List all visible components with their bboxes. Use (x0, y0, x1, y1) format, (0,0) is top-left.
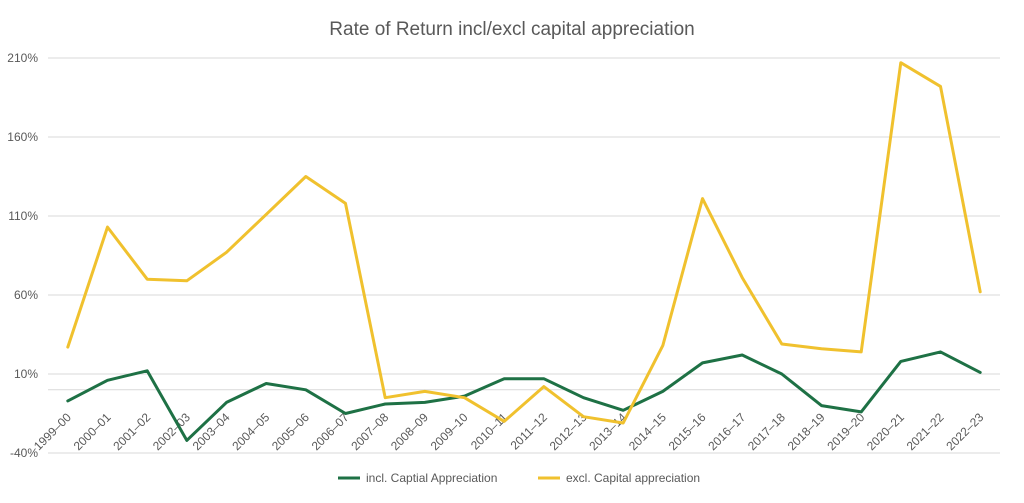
y-tick-label: 60% (14, 288, 38, 302)
x-tick-label: 2019–20 (824, 410, 867, 453)
x-tick-label: 2014–15 (626, 410, 669, 453)
x-tick-label: 2006–07 (309, 410, 352, 453)
series-line-1 (66, 61, 982, 425)
legend-label: excl. Capital appreciation (566, 471, 700, 485)
series-line-0 (66, 350, 982, 442)
x-tick-label: 2007–08 (348, 410, 391, 453)
y-tick-label: 210% (7, 51, 38, 65)
x-tick-label: 2010–11 (468, 410, 511, 453)
x-tick-label: 2021–22 (904, 410, 947, 453)
legend-label: incl. Captial Appreciation (366, 471, 497, 485)
series-lines (66, 61, 982, 442)
x-tick-label: 2015–16 (666, 410, 709, 453)
x-tick-label: 2018–19 (785, 410, 828, 453)
x-tick-label: 2017–18 (745, 410, 788, 453)
y-tick-label: 110% (8, 209, 38, 223)
y-tick-label: 160% (7, 130, 38, 144)
gridlines (48, 57, 1000, 454)
x-tick-label: 2000–01 (71, 410, 114, 453)
chart-title: Rate of Return incl/excl capital appreci… (329, 19, 694, 40)
x-tick-label: 2004–05 (229, 410, 272, 453)
x-tick-label: 2009–10 (428, 410, 471, 453)
x-tick-label: 2001–02 (110, 410, 153, 453)
y-tick-label: -40% (10, 446, 38, 460)
x-tick-label: 2013–14 (586, 410, 629, 453)
y-axis-ticks: -40% 10% 60% 110% 160% 210% (7, 51, 38, 460)
x-tick-label: 1999–00 (31, 410, 74, 453)
x-tick-label: 2008–09 (388, 410, 431, 453)
x-tick-label: 2011–12 (508, 410, 551, 453)
x-tick-label: 2005–06 (269, 410, 312, 453)
x-tick-label: 2020–21 (864, 410, 907, 453)
y-tick-label: 10% (14, 367, 38, 381)
legend: incl. Captial Appreciation excl. Capital … (338, 471, 700, 485)
x-tick-label: 2022–23 (943, 410, 986, 453)
x-tick-label: 2016–17 (705, 410, 748, 453)
